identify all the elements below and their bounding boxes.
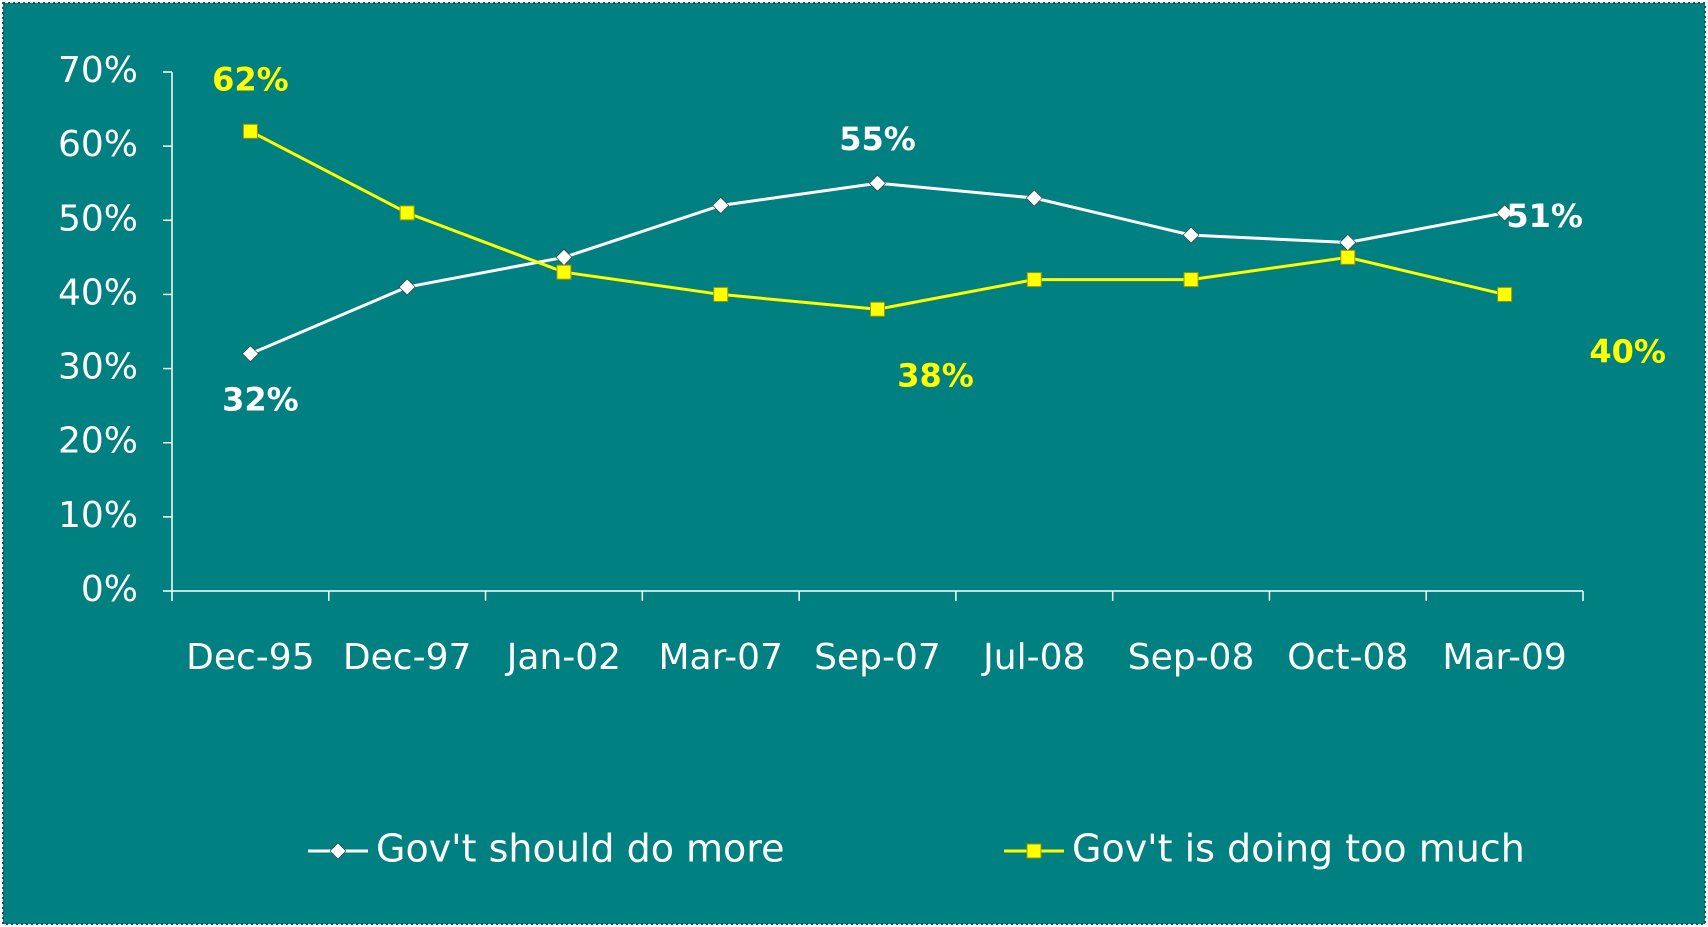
x-tick-label: Dec-97	[343, 637, 471, 678]
x-tick-label: Jul-08	[981, 637, 1085, 678]
x-tick-label: Sep-07	[814, 637, 941, 678]
marker	[1496, 204, 1514, 222]
y-tick-label: 0%	[81, 569, 138, 610]
data-label: 32%	[222, 381, 299, 419]
marker	[870, 301, 885, 317]
x-tick-label: Mar-09	[1442, 637, 1566, 678]
marker	[1183, 272, 1199, 288]
marker	[398, 278, 416, 296]
x-tick-label: Mar-07	[659, 637, 783, 678]
marker	[1026, 272, 1042, 288]
data-label: 62%	[212, 60, 289, 98]
marker	[869, 174, 886, 192]
x-tick-label: Jan-02	[505, 637, 621, 678]
marker	[241, 345, 259, 363]
marker	[712, 197, 730, 214]
data-label: 40%	[1589, 332, 1666, 370]
marker	[1026, 843, 1042, 859]
x-tick-label: Sep-08	[1128, 637, 1255, 678]
y-tick-label: 40%	[58, 272, 138, 313]
y-tick-label: 20%	[58, 421, 138, 462]
data-label: 38%	[897, 356, 974, 394]
y-tick-label: 70%	[58, 50, 138, 91]
x-tick-label: Oct-08	[1287, 637, 1408, 678]
data-label: 55%	[839, 120, 916, 158]
x-tick-label: Dec-95	[186, 637, 314, 678]
marker	[1497, 286, 1513, 302]
data-label: 51%	[1506, 197, 1583, 235]
y-tick-label: 10%	[58, 495, 138, 536]
y-tick-label: 30%	[58, 347, 138, 388]
marker	[713, 286, 729, 302]
legend-label: Gov't should do more	[376, 827, 784, 871]
marker	[329, 842, 347, 860]
y-tick-label: 60%	[58, 124, 138, 165]
marker	[242, 123, 258, 139]
y-tick-label: 50%	[58, 198, 138, 239]
legend-label: Gov't is doing too much	[1072, 827, 1525, 871]
marker	[1182, 226, 1200, 244]
marker	[1340, 249, 1356, 265]
marker	[399, 205, 415, 221]
marker	[1025, 189, 1043, 207]
marker	[556, 264, 572, 280]
